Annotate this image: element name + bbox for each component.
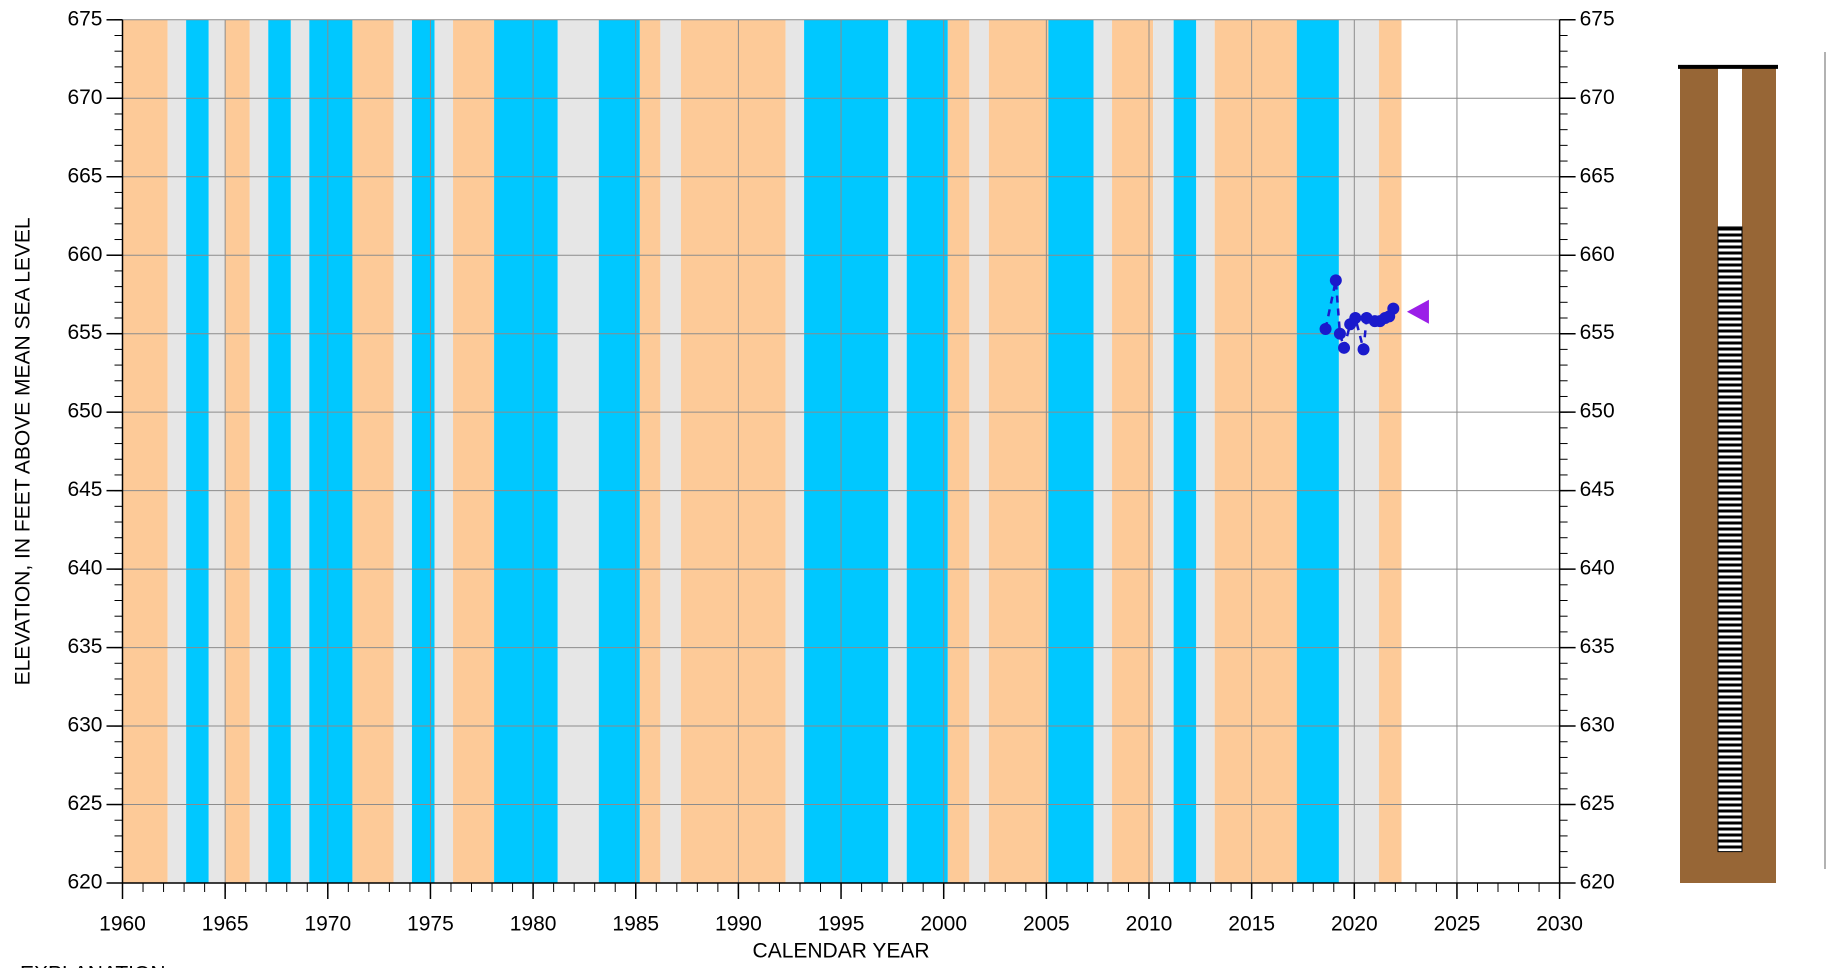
x-tick-label: 2025 [1434, 913, 1481, 936]
x-tick-label: 1960 [99, 913, 146, 936]
y2-tick-label: 655 [1580, 321, 1615, 344]
y-tick-label: 645 [67, 478, 102, 501]
y2-tick-label: 650 [1580, 400, 1615, 423]
period-band [598, 19, 640, 884]
y2-tick-label: 670 [1580, 86, 1615, 109]
period-band [1093, 19, 1113, 884]
data-point [1349, 311, 1362, 324]
y2-tick-label: 665 [1580, 164, 1615, 187]
y-tick-label: 630 [67, 714, 102, 737]
y2-tick-label: 630 [1580, 714, 1615, 737]
y-tick-label: 655 [67, 321, 102, 344]
x-tick-label: 2000 [920, 913, 967, 936]
y-tick-label: 650 [67, 400, 102, 423]
period-band [1338, 19, 1379, 884]
period-band [988, 19, 1049, 884]
x-tick-label: 1985 [612, 913, 659, 936]
period-band [660, 19, 681, 884]
period-band [309, 19, 353, 884]
x-axis-label: CALENDAR YEAR [753, 940, 930, 963]
x-tick-label: 1995 [818, 913, 865, 936]
period-band [1378, 19, 1402, 884]
period-band [947, 19, 970, 884]
period-band [225, 19, 250, 884]
x-tick-label: 1970 [304, 913, 351, 936]
x-tick-label: 2030 [1536, 913, 1583, 936]
x-tick-label: 1965 [202, 913, 249, 936]
x-tick-label: 2020 [1331, 913, 1378, 936]
period-band [494, 19, 558, 884]
y2-tick-label: 620 [1580, 871, 1615, 894]
period-band [434, 19, 454, 884]
period-band [186, 19, 209, 884]
period-band [1112, 19, 1154, 884]
period-band [1214, 19, 1297, 884]
period-band [268, 19, 291, 884]
data-point [1329, 274, 1342, 287]
period-band [1196, 19, 1215, 884]
data-point [1387, 302, 1400, 315]
y2-tick-label: 640 [1580, 557, 1615, 580]
y-tick-label: 635 [67, 635, 102, 658]
x-tick-label: 2005 [1023, 913, 1070, 936]
period-band [680, 19, 786, 884]
y-tick-label: 625 [67, 792, 102, 815]
y-tick-label: 620 [67, 871, 102, 894]
x-tick-label: 1975 [407, 913, 454, 936]
y-tick-label: 665 [67, 164, 102, 187]
y-tick-label: 660 [67, 243, 102, 266]
data-point [1319, 322, 1332, 335]
period-band [969, 19, 989, 884]
y-tick-label: 670 [67, 86, 102, 109]
y-tick-label: 640 [67, 557, 102, 580]
period-band [122, 19, 168, 884]
y2-tick-label: 660 [1580, 243, 1615, 266]
period-band [453, 19, 495, 884]
data-point [1357, 343, 1370, 356]
y2-tick-label: 635 [1580, 635, 1615, 658]
explanation-label: EXPLANATION [20, 963, 165, 968]
data-point [1333, 327, 1346, 340]
period-band [1153, 19, 1174, 884]
period-band [888, 19, 907, 884]
period-band [1296, 19, 1339, 884]
period-band [249, 19, 269, 884]
period-band [1173, 19, 1197, 884]
x-tick-label: 2010 [1126, 913, 1173, 936]
period-band [352, 19, 394, 884]
y-tick-label: 675 [67, 7, 102, 30]
x-tick-label: 1990 [715, 913, 762, 936]
x-tick-label: 2015 [1228, 913, 1275, 936]
period-band [393, 19, 412, 884]
y2-tick-label: 625 [1580, 792, 1615, 815]
period-band [167, 19, 187, 884]
period-band [1048, 19, 1094, 884]
data-point [1338, 341, 1351, 354]
period-band [906, 19, 948, 884]
period-band [290, 19, 310, 884]
latest-marker [1406, 299, 1429, 324]
y2-tick-label: 645 [1580, 478, 1615, 501]
period-band [208, 19, 226, 884]
period-band [411, 19, 435, 884]
period-band [785, 19, 805, 884]
x-tick-label: 1980 [510, 913, 557, 936]
y2-tick-label: 675 [1580, 7, 1615, 30]
period-band [804, 19, 889, 884]
y-axis-label: ELEVATION, IN FEET ABOVE MEAN SEA LEVEL [12, 217, 35, 685]
period-band [557, 19, 599, 884]
period-band [639, 19, 661, 884]
